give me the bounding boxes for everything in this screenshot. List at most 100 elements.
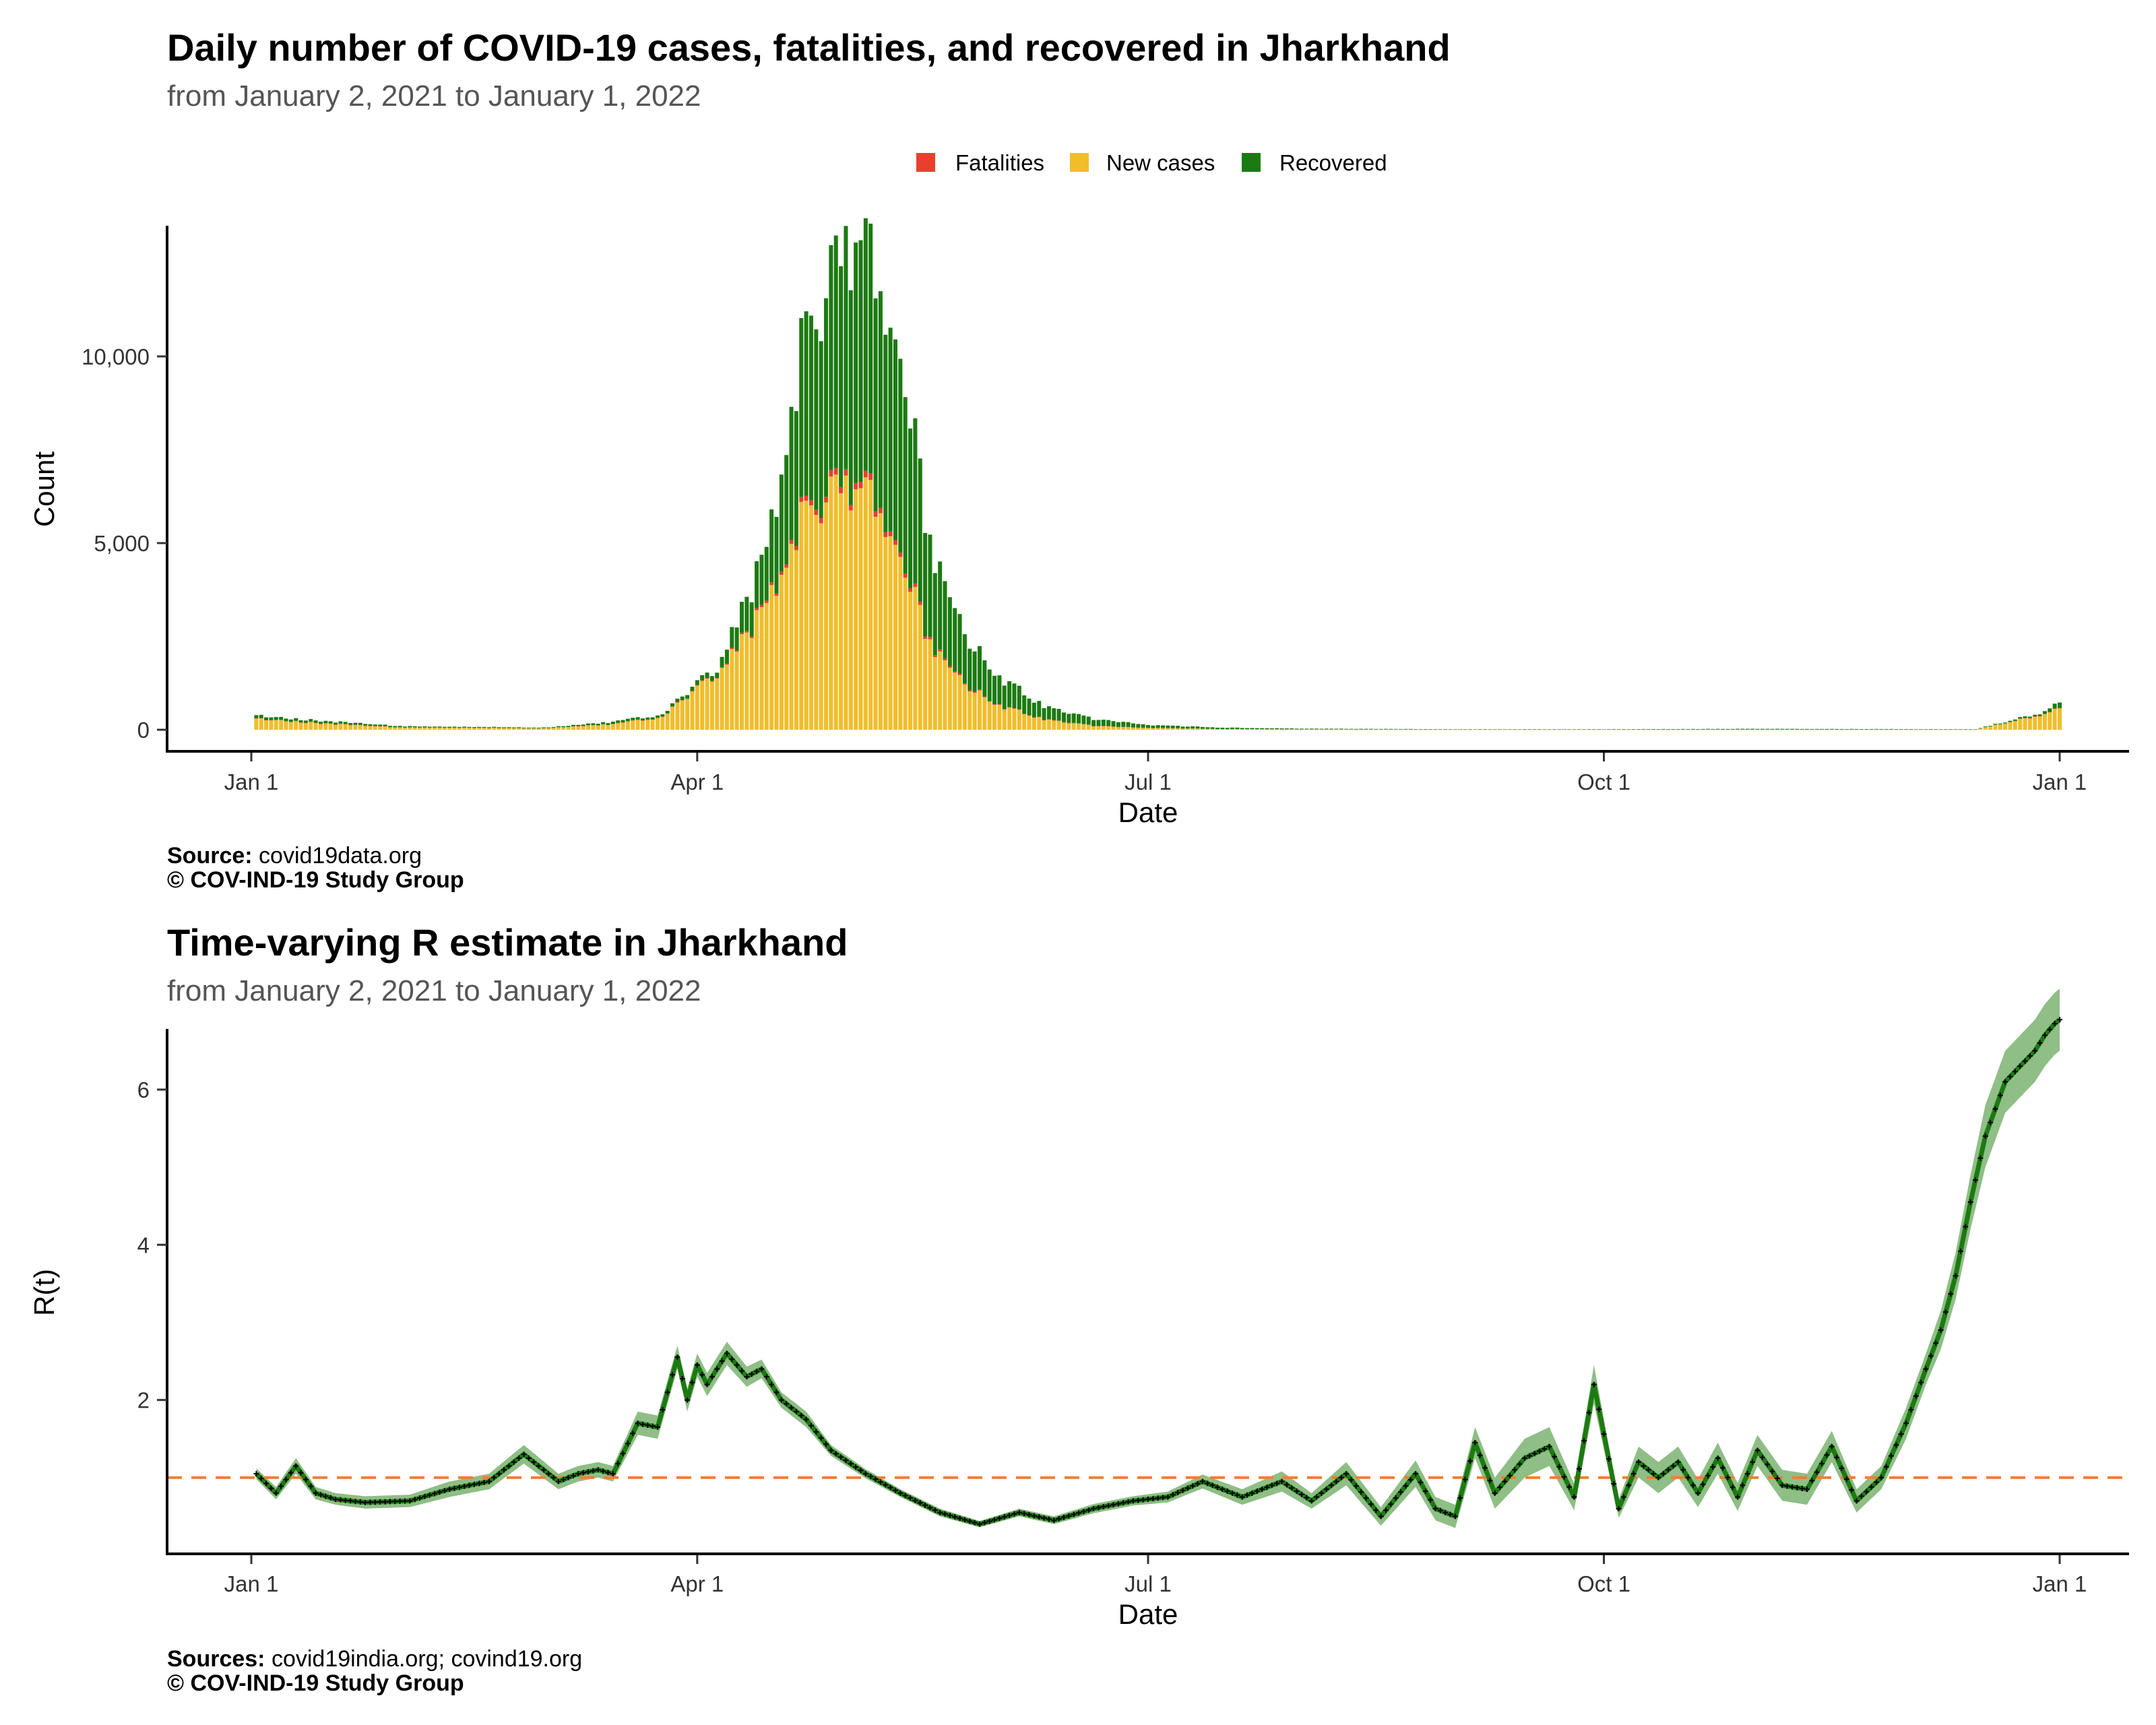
r-point-marker <box>1938 1327 1944 1333</box>
bar-new-cases <box>343 724 348 730</box>
bar-recovered <box>1428 729 1433 730</box>
bar-recovered <box>1007 681 1012 708</box>
bar-fatalities <box>1077 723 1081 724</box>
r-point-marker <box>555 1478 561 1484</box>
bar-new-cases <box>1309 729 1314 730</box>
cases-y-axis-label: Count <box>28 451 60 527</box>
bar-recovered <box>517 727 521 728</box>
bar-fatalities <box>808 500 813 506</box>
r-point-marker <box>763 1374 769 1380</box>
bar-recovered <box>1958 729 1963 730</box>
bar-recovered <box>442 726 447 728</box>
bar-recovered <box>1012 683 1017 708</box>
bar-fatalities <box>873 511 878 517</box>
bar-recovered <box>387 726 392 727</box>
r-point-marker <box>798 1412 804 1418</box>
bar-recovered <box>799 318 804 497</box>
r-point-marker <box>437 1489 443 1495</box>
bar-recovered <box>1368 728 1373 730</box>
bar-new-cases <box>2003 723 2008 730</box>
bar-recovered <box>1096 720 1101 726</box>
r-point-marker <box>1274 1480 1280 1486</box>
legend-label-new-cases: New cases <box>1106 150 1215 175</box>
bar-new-cases <box>829 476 833 730</box>
bar-recovered <box>1185 726 1190 729</box>
bar-new-cases <box>1205 728 1210 730</box>
bar-new-cases <box>898 557 903 730</box>
r-y-axis-label: R(t) <box>28 1269 60 1316</box>
bar-new-cases <box>645 720 650 730</box>
r-point-marker <box>1259 1486 1265 1493</box>
bar-fatalities <box>334 724 338 725</box>
r-point-marker <box>1923 1366 1929 1372</box>
bar-recovered <box>1760 728 1765 730</box>
bar-new-cases <box>804 501 808 730</box>
bar-recovered <box>1755 728 1760 730</box>
bar-new-cases <box>947 667 952 730</box>
bar-fatalities <box>675 702 680 703</box>
bar-fatalities <box>819 518 823 524</box>
bar-recovered <box>1612 729 1616 730</box>
r-point-marker <box>1383 1507 1389 1513</box>
bar-recovered <box>1195 726 1200 729</box>
r-point-marker <box>1021 1511 1027 1517</box>
r-point-marker <box>1853 1498 1860 1504</box>
r-point-marker <box>417 1495 422 1501</box>
bar-new-cases <box>1027 716 1032 730</box>
bar-recovered <box>1631 729 1636 730</box>
bar-recovered <box>833 235 838 468</box>
bar-new-cases <box>1191 728 1195 730</box>
bar-new-cases <box>532 728 536 730</box>
bar-fatalities <box>269 720 274 721</box>
bar-new-cases <box>685 699 690 730</box>
bar-recovered <box>1290 728 1294 730</box>
r-point-marker <box>1636 1459 1641 1465</box>
r-point-marker <box>858 1468 864 1474</box>
r-point-marker <box>1858 1493 1864 1499</box>
bar-recovered <box>1433 729 1438 730</box>
bar-fatalities <box>2027 718 2032 719</box>
r-point-marker <box>1209 1482 1215 1488</box>
r-point-marker <box>897 1490 903 1496</box>
bar-recovered <box>1453 729 1457 730</box>
bar-recovered <box>1383 728 1388 730</box>
r-point-marker <box>1759 1454 1765 1460</box>
r-point-marker <box>1333 1478 1339 1484</box>
r-point-marker <box>1184 1485 1191 1491</box>
r-point-marker <box>625 1441 631 1447</box>
bar-recovered <box>695 680 699 685</box>
bar-recovered <box>1220 727 1225 729</box>
r-point-marker <box>1125 1499 1131 1505</box>
bar-recovered <box>1027 698 1032 716</box>
bar-recovered <box>378 724 383 726</box>
bar-new-cases <box>799 501 804 730</box>
bar-new-cases <box>992 704 997 730</box>
bar-new-cases <box>442 728 447 730</box>
bar-new-cases <box>1275 729 1279 730</box>
r-point-marker <box>664 1389 670 1395</box>
bar-recovered <box>1319 728 1324 730</box>
bar-recovered <box>953 608 957 672</box>
r-point-marker <box>843 1457 849 1464</box>
cases-chart-title: Daily number of COVID-19 cases, fataliti… <box>167 26 1451 69</box>
bar-fatalities <box>254 718 259 719</box>
bar-recovered <box>1835 728 1839 730</box>
r-point-marker <box>585 1469 592 1475</box>
r-point-marker <box>565 1474 571 1480</box>
r-point-marker <box>1744 1471 1750 1477</box>
bar-recovered <box>1463 729 1467 730</box>
bar-new-cases <box>422 727 427 730</box>
bar-fatalities <box>734 650 739 652</box>
bar-fatalities <box>1007 707 1012 708</box>
r-point-marker <box>1348 1477 1354 1483</box>
r-point-marker <box>1789 1484 1795 1490</box>
bar-recovered <box>318 722 323 724</box>
bar-new-cases <box>665 713 670 730</box>
bar-recovered <box>1671 728 1676 730</box>
bar-recovered <box>1721 728 1725 730</box>
bar-new-cases <box>1993 724 1998 730</box>
bar-recovered <box>1399 728 1403 730</box>
y-tick-label: 6 <box>137 1077 150 1102</box>
bar-new-cases <box>635 720 640 730</box>
r-point-marker <box>1730 1484 1736 1491</box>
